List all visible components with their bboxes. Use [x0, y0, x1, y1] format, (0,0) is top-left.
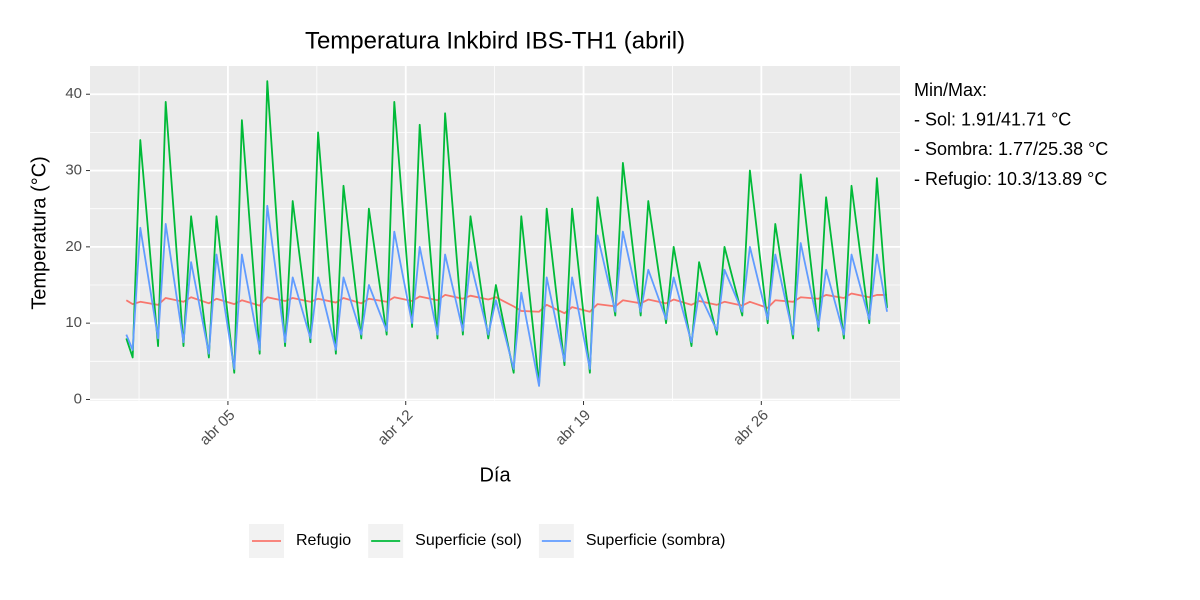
annotation: - Refugio: 10.3/13.89 °C: [914, 169, 1107, 189]
x-tick-label: abr 05: [196, 407, 238, 449]
series-line: [125, 80, 888, 386]
annotation: - Sol: 1.91/41.71 °C: [914, 109, 1071, 129]
annotation: - Sombra: 1.77/25.38 °C: [914, 139, 1108, 159]
y-axis-label: Temperatura (°C): [28, 156, 50, 310]
legend-label: Superficie (sol): [415, 532, 522, 549]
y-tick-label: 0: [74, 390, 82, 407]
legend-label: Superficie (sombra): [586, 532, 726, 549]
x-tick-label: abr 19: [552, 407, 594, 449]
x-tick-label: abr 26: [730, 407, 772, 449]
annotation: Min/Max:: [914, 80, 987, 100]
y-tick-label: 40: [65, 85, 82, 102]
y-tick-label: 30: [65, 162, 82, 179]
series-line: [125, 204, 888, 387]
y-tick-label: 20: [65, 238, 82, 255]
x-axis-label: Día: [479, 464, 511, 486]
x-tick-label: abr 12: [374, 407, 416, 449]
legend-label: Refugio: [296, 532, 351, 549]
chart-title: Temperatura Inkbird IBS-TH1 (abril): [305, 27, 685, 54]
y-tick-label: 10: [65, 314, 82, 331]
